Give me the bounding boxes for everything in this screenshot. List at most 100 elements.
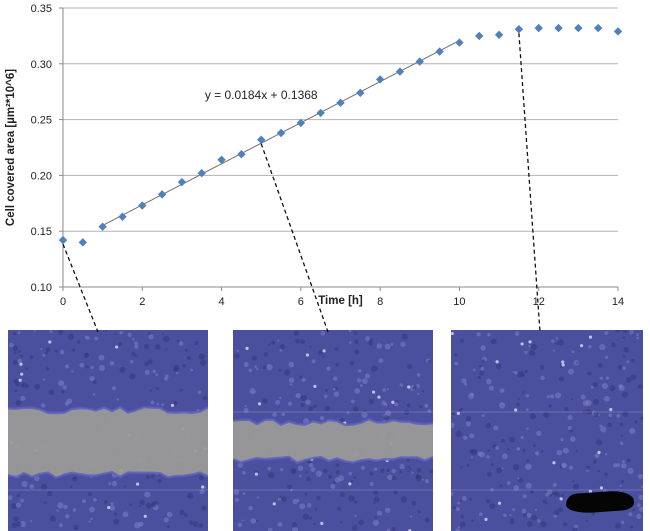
cell-texture [626, 360, 630, 364]
cell-texture [280, 468, 284, 472]
data-point-9 [237, 149, 246, 159]
cell-texture [383, 415, 389, 421]
data-point-8 [217, 155, 226, 164]
cell-texture [300, 402, 305, 407]
bright-cell [597, 450, 601, 455]
cell-texture [499, 388, 505, 393]
cell-texture [604, 472, 608, 477]
cell-texture [305, 399, 311, 405]
cell-texture [560, 437, 564, 442]
cell-texture [424, 403, 429, 408]
cell-texture [165, 374, 169, 378]
cell-texture [176, 339, 180, 343]
bright-cell [495, 360, 499, 364]
cell-texture [190, 368, 194, 372]
data-point-21 [475, 31, 484, 41]
cell-texture [601, 382, 608, 390]
y-tick-label-4: 0.30 [31, 59, 52, 71]
cell-texture [249, 387, 256, 395]
x-tick-label-0: 0 [60, 296, 66, 308]
cell-texture [608, 413, 613, 418]
cell-texture [20, 498, 25, 503]
cell-texture [567, 425, 572, 431]
bright-cell [451, 331, 454, 336]
cell-texture [199, 489, 205, 495]
cell-texture [356, 378, 362, 383]
cell-texture [65, 514, 70, 519]
cell-texture [16, 493, 20, 498]
cell-texture [399, 383, 404, 387]
cell-texture [267, 527, 273, 531]
cell-texture [616, 413, 621, 418]
cell-texture [617, 365, 623, 370]
cell-texture [90, 517, 93, 521]
cell-texture [279, 344, 285, 350]
cell-texture [406, 458, 411, 462]
cell-texture [555, 337, 559, 340]
cell-texture [585, 400, 592, 407]
bright-cell [322, 349, 326, 353]
cell-texture [146, 475, 150, 480]
cell-texture [88, 520, 91, 523]
cell-texture [514, 371, 518, 375]
cell-texture [556, 449, 563, 456]
cell-texture [486, 455, 490, 459]
cell-texture [129, 359, 134, 364]
data-point-7 [197, 168, 206, 178]
cell-texture [529, 350, 536, 357]
cell-texture [288, 361, 295, 368]
cell-texture [417, 392, 420, 396]
cell-texture [498, 402, 506, 409]
cell-texture [462, 435, 468, 441]
cell-texture [459, 338, 464, 343]
cell-texture [155, 344, 161, 350]
cell-texture [391, 527, 396, 531]
bright-cell [20, 372, 24, 376]
cell-texture [452, 505, 457, 510]
cell-texture [123, 485, 127, 488]
cell-texture [93, 497, 97, 502]
cell-texture [514, 331, 520, 337]
cell-texture [599, 343, 606, 351]
cell-texture [630, 374, 637, 381]
cell-texture [34, 383, 41, 390]
cell-texture [585, 408, 592, 415]
cell-texture [296, 498, 300, 502]
cell-texture [374, 516, 378, 519]
cell-texture [490, 463, 494, 466]
cell-texture [548, 404, 552, 408]
cell-texture [156, 402, 159, 406]
cell-texture [14, 389, 18, 393]
bright-cell [143, 514, 147, 518]
cell-texture [368, 399, 374, 405]
cell-texture [318, 349, 324, 356]
cell-texture [235, 497, 239, 502]
cell-texture [454, 361, 459, 366]
cell-texture [192, 521, 199, 528]
cell-texture [291, 522, 298, 528]
cell-texture [496, 363, 502, 370]
cell-texture [242, 470, 246, 475]
cell-texture [353, 406, 359, 412]
cell-texture [71, 370, 74, 373]
cell-texture [13, 516, 19, 522]
bright-cell [201, 485, 205, 489]
cell-texture [616, 463, 621, 468]
data-point-24 [534, 23, 543, 33]
cell-texture [42, 378, 46, 381]
cell-texture [289, 383, 293, 386]
cell-texture [262, 365, 267, 370]
cell-texture [339, 492, 345, 497]
data-point-17 [395, 67, 405, 76]
cell-texture [304, 492, 308, 496]
cell-texture [562, 447, 569, 454]
cell-texture [596, 439, 603, 446]
cell-texture [638, 384, 643, 389]
cell-texture [187, 495, 190, 498]
cell-texture [551, 339, 555, 343]
cell-texture [348, 330, 352, 333]
cell-texture [593, 459, 597, 464]
cell-texture [277, 339, 280, 342]
cell-texture [569, 436, 576, 442]
data-point-10 [257, 135, 266, 144]
